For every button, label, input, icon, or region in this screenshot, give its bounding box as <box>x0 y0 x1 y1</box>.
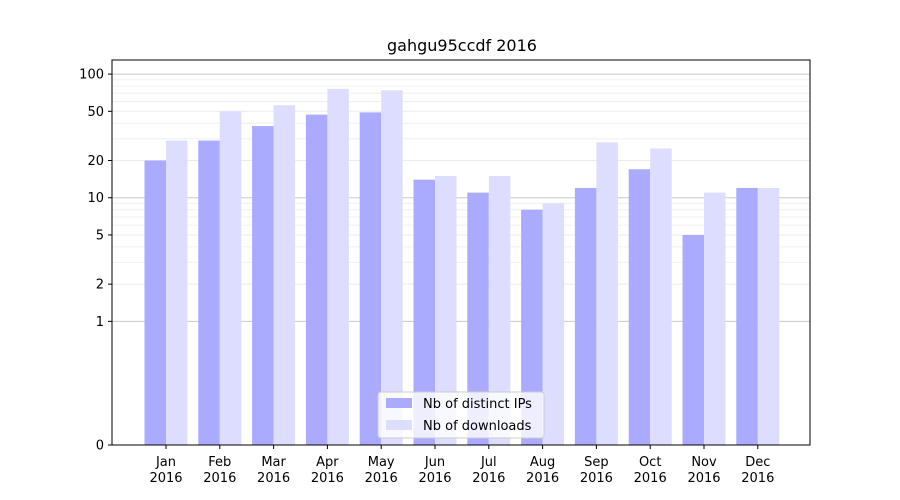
bar-downloads <box>542 203 565 445</box>
bars-layer <box>144 88 780 446</box>
x-tick-label-month: Sep <box>584 455 609 470</box>
x-tick-label-year: 2016 <box>311 471 344 486</box>
bar-distinct-ips <box>144 160 166 445</box>
y-tick-label: 10 <box>87 191 104 206</box>
x-tick-label-month: Oct <box>639 455 661 470</box>
bar-distinct-ips <box>574 187 597 445</box>
y-tick-label: 1 <box>96 315 104 330</box>
x-tick-label-month: Feb <box>208 455 231 470</box>
x-tick-label-year: 2016 <box>365 471 398 486</box>
bar-downloads <box>219 111 242 445</box>
x-tick-label-month: Jun <box>424 455 445 470</box>
legend-label-ips: Nb of distinct IPs <box>423 397 532 412</box>
x-tick-label-month: Aug <box>530 455 555 470</box>
x-tick-label-year: 2016 <box>526 471 559 486</box>
x-tick-label-month: Apr <box>316 455 339 470</box>
y-tick-label: 0 <box>96 439 104 454</box>
bar-distinct-ips <box>467 192 489 445</box>
legend-box <box>377 391 545 439</box>
x-tick-label-month: Mar <box>261 455 286 470</box>
bar-distinct-ips <box>413 179 435 446</box>
bar-downloads <box>166 140 188 445</box>
bar-distinct-ips <box>305 114 328 445</box>
x-tick-label-year: 2016 <box>257 471 290 486</box>
bar-downloads <box>650 148 672 445</box>
legend-swatch-ips <box>386 398 412 408</box>
x-tick-label-month: Jan <box>155 455 176 470</box>
bar-distinct-ips <box>521 209 543 445</box>
y-tick-label: 20 <box>87 154 104 169</box>
y-tick-label: 100 <box>79 68 104 83</box>
plot-frame <box>111 59 811 446</box>
x-tick-label-month: Dec <box>745 455 770 470</box>
bar-downloads <box>381 90 403 445</box>
x-tick-label-month: Nov <box>691 455 717 470</box>
x-tick-label-month: May <box>368 455 395 470</box>
bar-downloads <box>757 187 780 445</box>
legend-label-downloads: Nb of downloads <box>423 419 532 434</box>
x-tick-label-year: 2016 <box>634 471 667 486</box>
bar-downloads <box>596 142 618 445</box>
bar-downloads <box>435 175 457 445</box>
y-tick-label: 2 <box>96 278 104 293</box>
bar-distinct-ips <box>736 187 758 445</box>
bar-distinct-ips <box>252 126 274 445</box>
bar-downloads <box>488 175 511 445</box>
chart-title: gahgu95ccdf 2016 <box>387 36 537 55</box>
x-tick-label-year: 2016 <box>741 471 774 486</box>
bar-distinct-ips <box>198 140 220 445</box>
y-tick-label: 50 <box>87 105 104 120</box>
bar-downloads <box>273 105 296 445</box>
x-tick-label-year: 2016 <box>580 471 613 486</box>
x-tick-label-year: 2016 <box>149 471 182 486</box>
legend: Nb of distinct IPs Nb of downloads <box>377 391 545 439</box>
bar-distinct-ips <box>628 169 651 445</box>
bar-downloads <box>327 88 349 445</box>
x-tick-label-month: Jul <box>480 455 497 470</box>
x-axis: Jan2016Feb2016Mar2016Apr2016May2016Jun20… <box>149 445 774 486</box>
x-tick-label-year: 2016 <box>418 471 451 486</box>
x-tick-label-year: 2016 <box>203 471 236 486</box>
bar-downloads <box>704 192 726 445</box>
y-axis: 0 1 2 5 10 20 50 100 <box>79 68 112 454</box>
bar-distinct-ips <box>682 234 704 445</box>
legend-swatch-downloads <box>386 420 412 430</box>
x-tick-label-year: 2016 <box>472 471 505 486</box>
bar-distinct-ips <box>359 112 382 446</box>
x-tick-label-year: 2016 <box>687 471 720 486</box>
y-tick-label: 5 <box>96 228 104 243</box>
